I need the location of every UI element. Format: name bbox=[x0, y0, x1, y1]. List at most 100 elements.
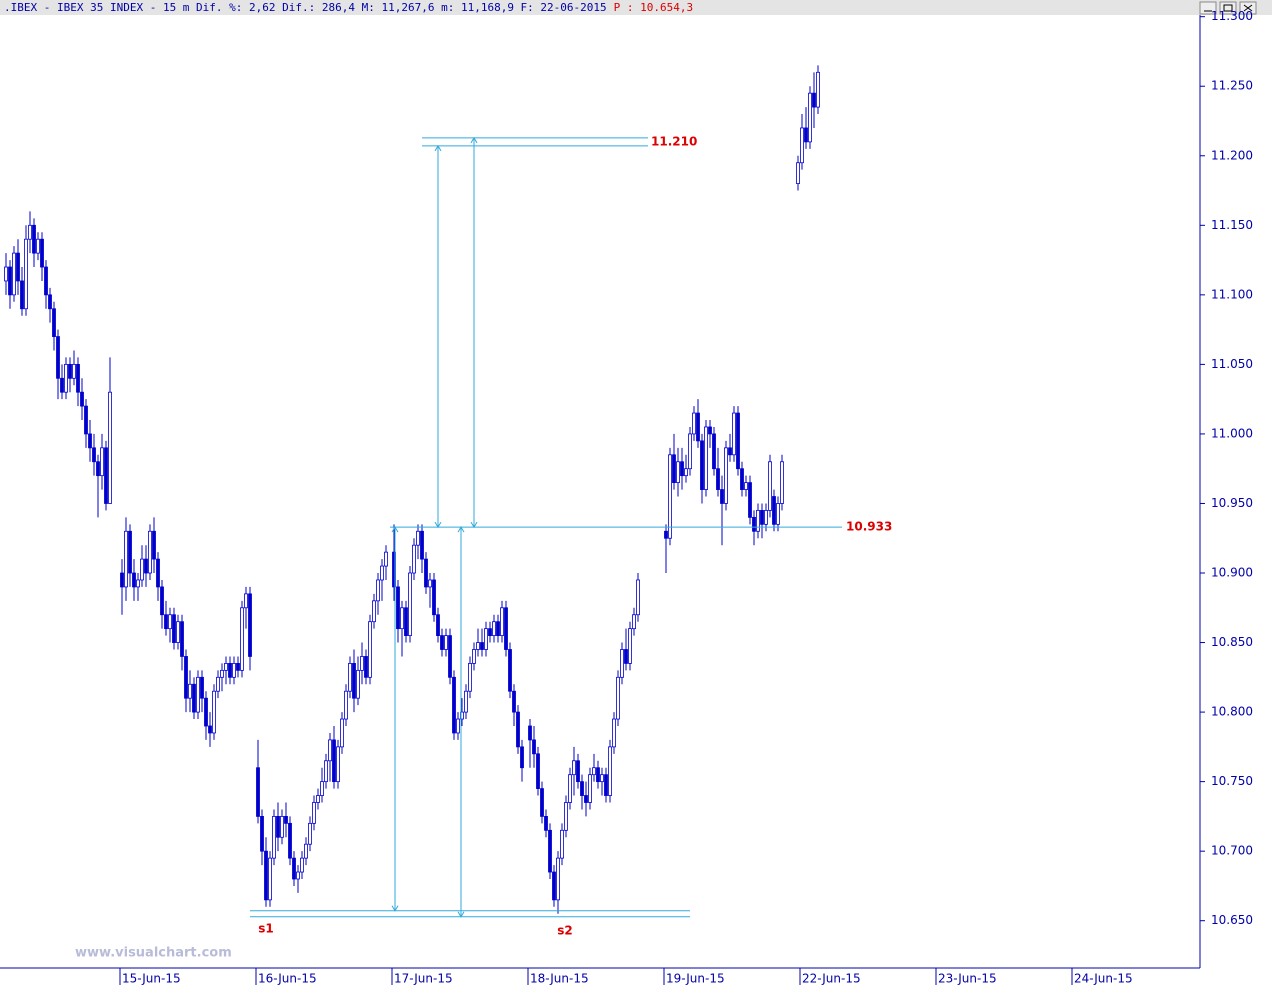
candle-body bbox=[60, 377, 64, 393]
candle-body bbox=[516, 711, 520, 748]
candle-body bbox=[556, 857, 560, 901]
candle-body bbox=[44, 266, 48, 296]
candle-body bbox=[216, 676, 220, 692]
candle-body bbox=[732, 412, 736, 456]
candle-body bbox=[376, 579, 380, 602]
candle-body bbox=[684, 468, 688, 477]
candle-body bbox=[368, 621, 372, 678]
candle-body bbox=[436, 614, 440, 636]
candle-body bbox=[816, 71, 820, 108]
candle-body bbox=[164, 614, 168, 630]
candle-body bbox=[136, 579, 140, 588]
y-tick-label: 10.650 bbox=[1211, 913, 1253, 927]
candle-body bbox=[276, 816, 280, 838]
candle-body bbox=[396, 586, 400, 630]
candle-body bbox=[488, 628, 492, 636]
candle-body bbox=[132, 572, 136, 588]
x-tick-label: 17-Jun-15 bbox=[394, 972, 453, 986]
candle-body bbox=[468, 663, 472, 692]
candle-body bbox=[796, 162, 800, 184]
support-label: s2 bbox=[557, 923, 573, 937]
icon bbox=[1223, 4, 1233, 12]
candle-body bbox=[372, 600, 376, 623]
arrow-head bbox=[391, 905, 399, 912]
candle-body bbox=[248, 593, 252, 657]
candle-body bbox=[316, 795, 320, 803]
candle-body bbox=[700, 440, 704, 490]
candle-body bbox=[508, 649, 512, 692]
y-tick-label: 10.750 bbox=[1211, 774, 1253, 788]
candle-body bbox=[620, 649, 624, 678]
candle-body bbox=[4, 266, 8, 282]
candle-body bbox=[312, 802, 316, 824]
candle-body bbox=[24, 238, 28, 310]
candle-body bbox=[400, 607, 404, 630]
candle-body bbox=[604, 774, 608, 796]
candle-body bbox=[812, 92, 816, 108]
candle-body bbox=[144, 558, 148, 574]
candle-body bbox=[268, 857, 272, 901]
candle-body bbox=[664, 530, 668, 539]
x-tick-label: 16-Jun-15 bbox=[258, 972, 317, 986]
candle-body bbox=[176, 621, 180, 643]
candle-body bbox=[420, 530, 424, 560]
candle-body bbox=[680, 461, 684, 477]
candle-body bbox=[576, 760, 580, 783]
arrow-head bbox=[470, 521, 478, 529]
candle-body bbox=[416, 530, 420, 546]
candle-body bbox=[208, 725, 212, 734]
candle-body bbox=[380, 565, 384, 581]
candle-body bbox=[724, 447, 728, 504]
candle-body bbox=[668, 454, 672, 539]
candle-body bbox=[624, 649, 628, 664]
candle-body bbox=[344, 690, 348, 720]
candle-body bbox=[600, 774, 604, 783]
candle-body bbox=[128, 530, 132, 574]
candle-body bbox=[88, 433, 92, 449]
support-label: s1 bbox=[258, 921, 274, 935]
x-tick-label: 24-Jun-15 bbox=[1074, 972, 1133, 986]
candle-body bbox=[632, 614, 636, 630]
candle-body bbox=[160, 586, 164, 616]
candle-body bbox=[800, 127, 804, 164]
candle-body bbox=[428, 579, 432, 588]
x-tick-label: 23-Jun-15 bbox=[938, 972, 997, 986]
candle-body bbox=[32, 224, 36, 254]
candle-body bbox=[188, 683, 192, 699]
candle-body bbox=[292, 857, 296, 880]
y-tick-label: 10.700 bbox=[1211, 844, 1253, 858]
candle-body bbox=[748, 482, 752, 518]
arrow-head bbox=[470, 136, 478, 144]
candle-body bbox=[452, 676, 456, 734]
candle-body bbox=[756, 510, 760, 532]
candle-body bbox=[636, 579, 640, 616]
candle-body bbox=[568, 774, 572, 803]
candle-body bbox=[776, 503, 780, 525]
candle-body bbox=[8, 266, 12, 296]
candle-body bbox=[120, 572, 124, 588]
candle-body bbox=[716, 468, 720, 490]
candle-body bbox=[348, 663, 352, 692]
arrow-head bbox=[434, 521, 442, 529]
candle-body bbox=[676, 461, 680, 484]
candle-body bbox=[56, 336, 60, 379]
candle-body bbox=[408, 572, 412, 636]
candle-body bbox=[448, 635, 452, 678]
candle-body bbox=[364, 656, 368, 678]
candle-body bbox=[64, 363, 68, 393]
icon bbox=[1243, 4, 1253, 12]
header-price: P : 10.654,3 bbox=[614, 1, 693, 14]
y-tick-label: 11.050 bbox=[1211, 357, 1253, 371]
candle-body bbox=[768, 461, 772, 511]
candle-body bbox=[172, 614, 176, 643]
candle-body bbox=[336, 746, 340, 783]
y-tick-label: 11.000 bbox=[1211, 426, 1253, 440]
candle-body bbox=[520, 746, 524, 769]
candle-body bbox=[84, 405, 88, 435]
candle-body bbox=[424, 558, 428, 588]
arrow-head bbox=[457, 911, 465, 918]
candle-body bbox=[332, 739, 336, 783]
candle-body bbox=[184, 656, 188, 699]
candle-body bbox=[464, 690, 468, 713]
